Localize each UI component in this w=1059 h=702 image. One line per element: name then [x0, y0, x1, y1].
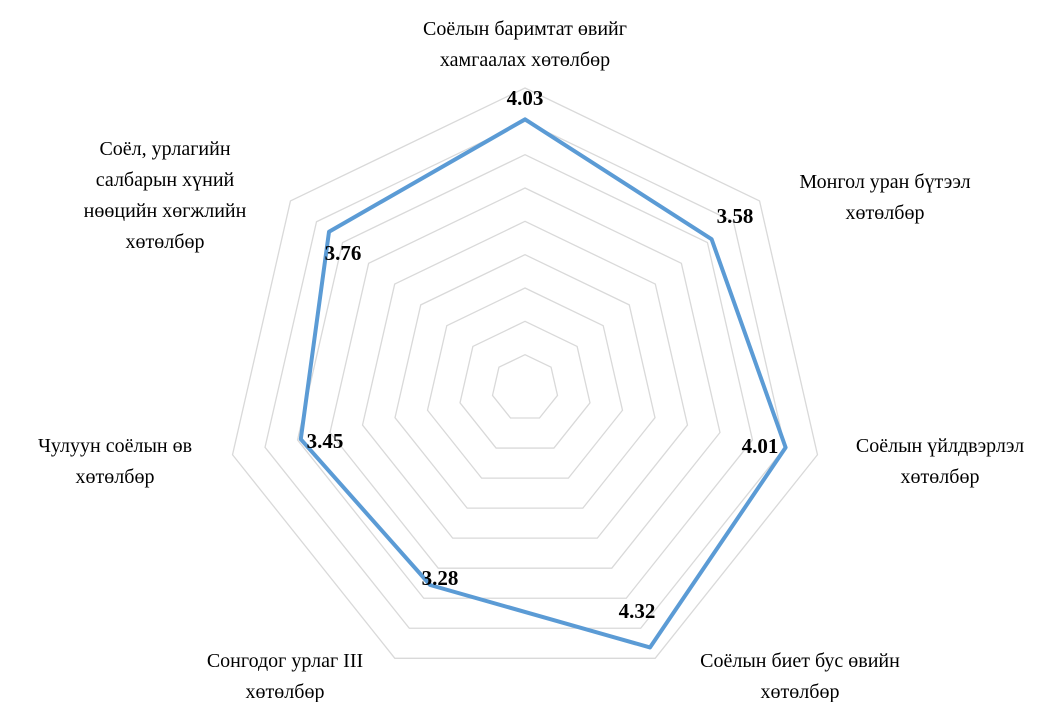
axis-label-line: хөтөлбөр	[901, 466, 980, 488]
grid-ring	[296, 153, 754, 599]
grid-ring	[394, 253, 656, 509]
value-label: 4.03	[507, 86, 544, 110]
axis-label-line: Чулуун соёлын өв	[38, 435, 192, 457]
grid-ring	[361, 220, 689, 539]
axis-label: Чулуун соёлын өв хөтөлбөр	[38, 435, 192, 488]
axis-label-line: Соёл, урлагийн	[99, 138, 230, 160]
value-label: 3.76	[325, 241, 362, 265]
axis-label-line: нөөцийн хөгжлийн	[84, 200, 247, 222]
axis-label-line: хөтөлбөр	[76, 466, 155, 488]
axis-label-line: хамгаалах хөтөлбөр	[440, 49, 610, 71]
axis-label-line: Монгол уран бүтээл	[799, 171, 970, 193]
grid-ring	[459, 320, 591, 449]
value-label: 3.28	[422, 566, 459, 590]
grid-ring	[264, 120, 786, 629]
axis-label-line: хөтөлбөр	[761, 681, 840, 702]
axis-label-line: Соёлын биет бус өвийн	[700, 650, 900, 672]
axis-label-line: салбарын хүний	[96, 169, 235, 191]
value-label: 4.01	[742, 434, 779, 458]
axis-label: Соёлын биет бус өвийн хөтөлбөр	[700, 650, 900, 702]
value-label: 3.45	[307, 429, 344, 453]
axis-label-line: Соёлын баримтат өвийг	[423, 18, 627, 40]
axis-label: Монгол уран бүтээл хөтөлбөр	[799, 171, 970, 224]
series-line	[298, 117, 788, 650]
axis-label: Соёл, урлагийн салбарын хүний нөөцийн хөгж…	[84, 138, 247, 253]
grid-ring	[329, 187, 721, 569]
axis-label: Сонгодог урлаг III хөтөлбөр	[207, 650, 363, 702]
grid-ring	[231, 87, 819, 659]
axis-label-line: хөтөлбөр	[846, 202, 925, 224]
grid-ring	[491, 353, 559, 419]
axis-label-line: хөтөлбөр	[126, 231, 205, 253]
value-label: 4.32	[619, 599, 656, 623]
grid-ring	[426, 287, 624, 479]
value-label: 3.58	[717, 204, 754, 228]
axis-label: Соёлын үйлдвэрлэл хөтөлбөр	[856, 435, 1024, 488]
axis-label: Соёлын баримтат өвийг хамгаалах хөтөлбөр	[423, 18, 627, 71]
axis-label-line: хөтөлбөр	[246, 681, 325, 702]
axis-label-line: Сонгодог урлаг III	[207, 650, 363, 672]
axis-label-line: Соёлын үйлдвэрлэл	[856, 435, 1024, 457]
